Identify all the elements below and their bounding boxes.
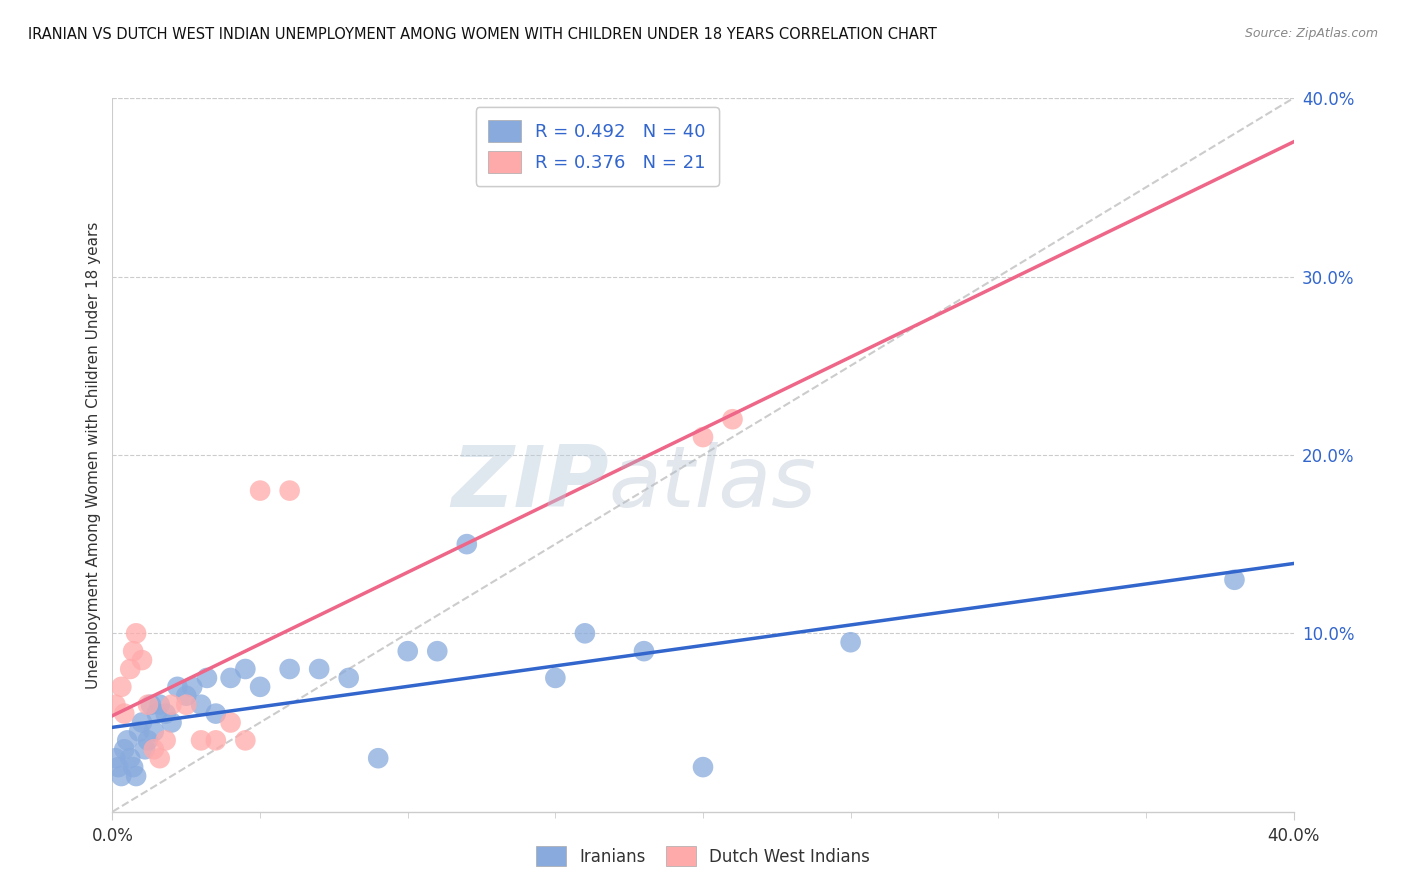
Point	[120, 751, 142, 765]
Point	[233, 662, 256, 676]
Text: Source: ZipAtlas.com: Source: ZipAtlas.com	[1244, 27, 1378, 40]
Text: ZIP: ZIP	[451, 442, 609, 525]
Point	[174, 698, 197, 712]
Point	[117, 733, 138, 747]
Point	[692, 760, 714, 774]
Point	[692, 430, 714, 444]
Point	[131, 653, 153, 667]
Point	[337, 671, 360, 685]
Point	[160, 715, 183, 730]
Point	[112, 742, 135, 756]
Point	[160, 698, 183, 712]
Point	[110, 680, 132, 694]
Legend: R = 0.492   N = 40, R = 0.376   N = 21: R = 0.492 N = 40, R = 0.376 N = 21	[475, 107, 718, 186]
Point	[131, 715, 153, 730]
Point	[104, 751, 127, 765]
Point	[544, 671, 567, 685]
Point	[174, 689, 197, 703]
Point	[120, 662, 142, 676]
Point	[308, 662, 330, 676]
Text: IRANIAN VS DUTCH WEST INDIAN UNEMPLOYMENT AMONG WOMEN WITH CHILDREN UNDER 18 YEA: IRANIAN VS DUTCH WEST INDIAN UNEMPLOYMEN…	[28, 27, 936, 42]
Point	[278, 483, 301, 498]
Point	[166, 680, 188, 694]
Point	[155, 733, 177, 747]
Point	[139, 698, 162, 712]
Point	[134, 742, 156, 756]
Point	[142, 742, 165, 756]
Legend: Iranians, Dutch West Indians: Iranians, Dutch West Indians	[527, 838, 879, 875]
Point	[110, 769, 132, 783]
Point	[112, 706, 135, 721]
Point	[107, 760, 129, 774]
Point	[633, 644, 655, 658]
Point	[205, 733, 228, 747]
Point	[122, 760, 145, 774]
Point	[125, 769, 148, 783]
Point	[190, 698, 212, 712]
Point	[396, 644, 419, 658]
Point	[205, 706, 228, 721]
Point	[136, 733, 159, 747]
Point	[146, 706, 169, 721]
Point	[155, 706, 177, 721]
Point	[190, 733, 212, 747]
Point	[249, 483, 271, 498]
Point	[721, 412, 744, 426]
Point	[278, 662, 301, 676]
Point	[149, 698, 172, 712]
Point	[125, 626, 148, 640]
Point	[839, 635, 862, 649]
Point	[367, 751, 389, 765]
Point	[142, 724, 165, 739]
Point	[219, 671, 242, 685]
Point	[574, 626, 596, 640]
Point	[233, 733, 256, 747]
Point	[104, 698, 127, 712]
Point	[181, 680, 204, 694]
Point	[136, 698, 159, 712]
Point	[219, 715, 242, 730]
Point	[122, 644, 145, 658]
Y-axis label: Unemployment Among Women with Children Under 18 years: Unemployment Among Women with Children U…	[86, 221, 101, 689]
Point	[1223, 573, 1246, 587]
Point	[128, 724, 150, 739]
Point	[149, 751, 172, 765]
Point	[195, 671, 218, 685]
Point	[249, 680, 271, 694]
Point	[426, 644, 449, 658]
Point	[456, 537, 478, 551]
Text: atlas: atlas	[609, 442, 817, 525]
